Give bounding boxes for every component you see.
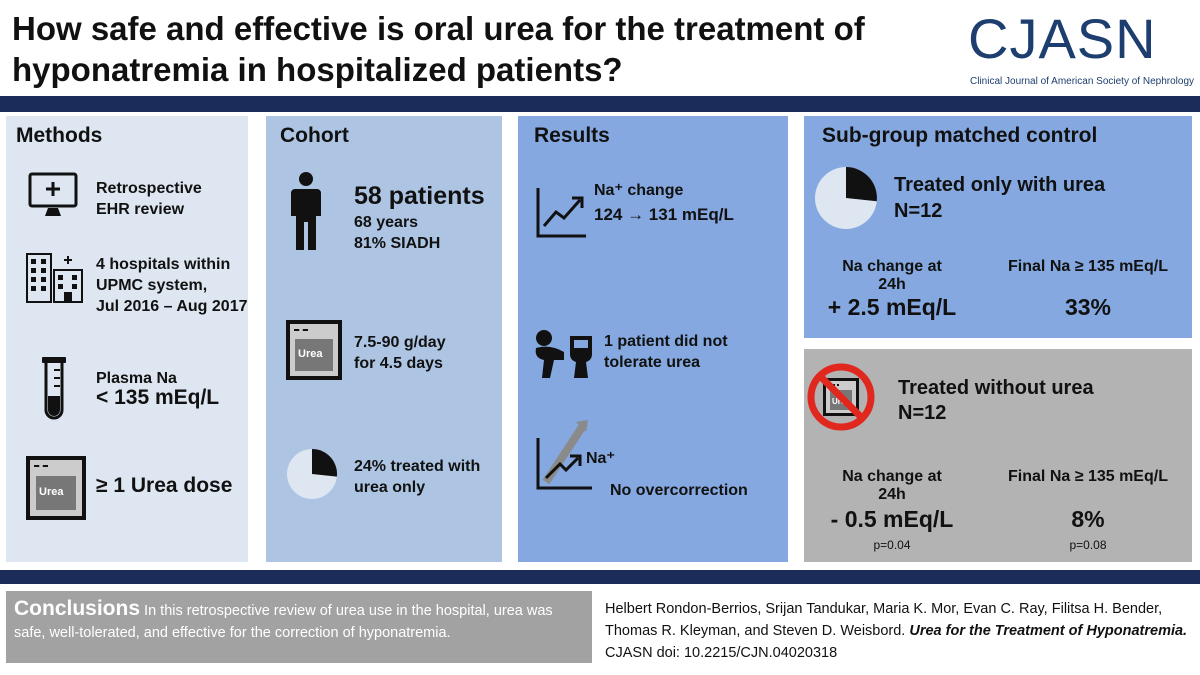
methods-item-2-line-3: Jul 2016 – Aug 2017 [96,298,248,315]
final-na-value: 33% [1064,294,1112,320]
conclusions: Conclusions In this retrospective review… [14,598,584,644]
na-icon-label: Na⁺ [586,450,615,467]
treated-without-label: Treated without urea [898,377,1094,399]
treated-without-n: N=12 [898,402,947,424]
methods-item-1-line-2: EHR review [96,201,185,218]
na-change-24h-line-1: Na change at [842,258,942,275]
conclusions-heading: Conclusions [14,597,141,620]
final-na-control-label: Final Na ≥ 135 mEq/L [1008,468,1168,485]
pie-chart-icon [815,167,877,229]
methods-item-3-line-1: Plasma Na [96,370,177,387]
no-overcorrection: No overcorrection [610,482,748,499]
cohort-age: 68 years [354,214,419,231]
person-icon [291,172,321,250]
computer-monitor-icon [28,172,78,216]
cohort-dose: 7.5-90 g/day for 4.5 days [354,332,446,374]
cohort-siadh: 81% SIADH [354,235,441,252]
urea-bag-icon: Urea [26,456,86,520]
tolerance-note: 1 patient did not tolerate urea [604,331,728,373]
urea-bag-label: Urea [298,348,323,360]
na-change-value: 124 → 131 mEq/L [594,205,734,224]
citation-title: Urea for the Treatment of Hyponatremia. [909,623,1188,639]
tolerance-note-line-2: tolerate urea [604,354,701,371]
header-divider [0,96,1200,112]
methods-item-2: 4 hospitals within UPMC system, Jul 2016… [96,254,248,317]
page-title: How safe and effective is oral urea for … [12,10,865,88]
citation: Helbert Rondon-Berrios, Srijan Tandukar,… [605,598,1195,664]
treated-only-label: Treated only with urea [894,174,1106,196]
conclusions-box [6,591,592,663]
pie-chart-icon [287,448,338,499]
na-arrow-icon [536,420,592,490]
p-value-na-change: p=0.04 [873,538,911,552]
methods-item-3-line-2: < 135 mEq/L [96,386,220,409]
results-heading: Results [534,124,610,147]
methods-item-1: Retrospective EHR review [96,178,202,220]
na-change-24h-control-line-2: 24h [878,486,906,503]
citation-authors: Helbert Rondon-Berrios, Srijan Tandukar,… [605,601,1163,639]
test-tube-icon [42,357,66,420]
cohort-dose-line-2: for 4.5 days [354,355,443,372]
cohort-urea-only-line-1: 24% treated with [354,458,481,475]
methods-item-1-line-1: Retrospective [96,180,202,197]
urea-bag-label: Urea [39,486,64,498]
final-na-control-value: 8% [1071,506,1105,532]
na-change-label: Na⁺ change [594,182,684,199]
conclusions-text: In this retrospective review of urea use… [14,603,553,641]
no-sign-icon: Urea [807,363,875,431]
trend-up-icon [536,188,586,238]
cohort-urea-only-line-2: urea only [354,479,426,496]
p-value-final-na: p=0.08 [1069,538,1107,552]
journal-logo-subtitle: Clinical Journal of American Society of … [970,76,1194,87]
methods-heading: Methods [16,124,103,147]
hospital-buildings-icon [26,253,83,303]
methods-item-2-line-1: 4 hospitals within [96,256,231,273]
urea-bag-icon: Urea [286,320,342,380]
methods-item-4: ≥ 1 Urea dose [96,474,233,497]
cohort-urea-only: 24% treated with urea only [354,456,480,498]
final-na-label: Final Na ≥ 135 mEq/L [1008,258,1168,275]
na-change-24h-control-line-1: Na change at [842,468,942,485]
na-change-24h-value: + 2.5 mEq/L [827,294,957,320]
na-change-24h-line-2: 24h [878,276,906,293]
vomiting-person-icon [535,330,592,378]
subgroup-heading: Sub-group matched control [822,124,1098,147]
na-change-24h-control-value: - 0.5 mEq/L [830,506,954,532]
na-change-24h-label: Na change at 24h [812,256,972,295]
treated-only-n: N=12 [894,200,943,222]
methods-item-2-line-2: UPMC system, [96,277,208,294]
na-change-24h-control-label: Na change at 24h [812,466,972,505]
subgroup-urea-panel [804,116,1192,338]
footer-divider [0,570,1200,584]
cohort-dose-line-1: 7.5-90 g/day [354,334,446,351]
cohort-patients: 58 patients [354,182,485,210]
cohort-heading: Cohort [280,124,349,147]
citation-doi: CJASN doi: 10.2215/CJN.04020318 [605,645,838,661]
journal-logo: CJASN [968,7,1157,70]
tolerance-note-line-1: 1 patient did not [604,333,728,350]
